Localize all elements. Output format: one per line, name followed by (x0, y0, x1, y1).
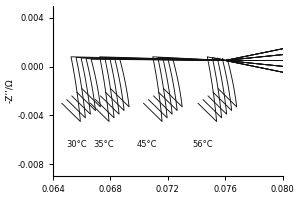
Text: 45°C: 45°C (136, 140, 157, 149)
Text: 30°C: 30°C (66, 140, 87, 149)
Text: 35°C: 35°C (93, 140, 114, 149)
Text: 56°C: 56°C (192, 140, 213, 149)
Y-axis label: -Z’’/Ω: -Z’’/Ω (6, 79, 15, 103)
